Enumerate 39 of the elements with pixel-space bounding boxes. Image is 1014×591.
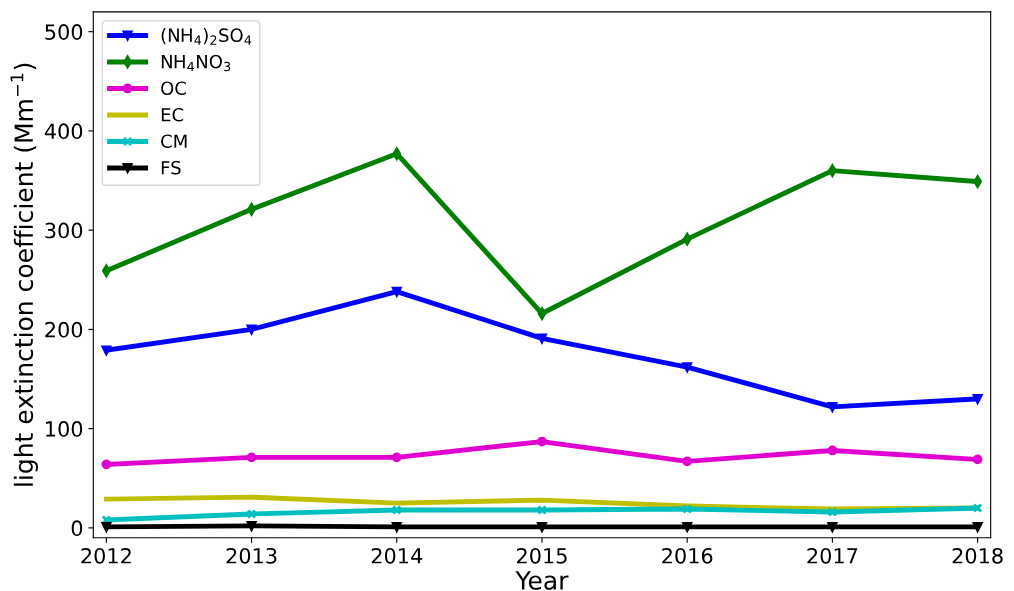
legend-label: CM	[161, 134, 187, 149]
x-tick-label: 2017	[807, 547, 858, 564]
y-tick-label: 500	[45, 24, 83, 40]
point	[682, 232, 692, 246]
point	[537, 436, 547, 447]
x-tick-label: 2014	[371, 547, 423, 564]
point	[391, 452, 402, 463]
point	[537, 505, 547, 515]
y-tick-label: 400	[44, 123, 83, 140]
point	[391, 505, 402, 515]
point	[972, 454, 983, 465]
point	[101, 345, 112, 356]
x-tick-label: 2016	[662, 547, 713, 564]
x-tick-label: 2015	[517, 547, 567, 564]
legend-label: FS	[161, 160, 181, 175]
point	[827, 445, 838, 456]
point	[537, 333, 547, 344]
legend-label: OC	[161, 81, 186, 96]
x-tick-label: 2013	[226, 547, 277, 564]
point	[246, 324, 257, 335]
y-tick-label: 200	[45, 321, 83, 338]
point	[682, 504, 693, 514]
x-tick-label: 2012	[81, 547, 131, 564]
legend-label: EC	[161, 107, 184, 122]
y-tick-label: 0	[71, 520, 83, 537]
y-tick-label: 100	[46, 421, 83, 437]
y-tick-label: 300	[45, 222, 83, 239]
point	[392, 147, 402, 161]
x-axis-title: Year	[515, 571, 569, 590]
point	[972, 503, 983, 513]
legend-label: NH$_{4}$NO$_{3}$	[161, 54, 231, 72]
point	[246, 452, 257, 463]
point	[246, 509, 257, 519]
point	[682, 456, 693, 467]
y-axis-title: light extinction coefficient (Mm$^{−1}$)	[10, 63, 39, 486]
point	[827, 507, 838, 517]
point	[101, 459, 112, 470]
x-tick-label: 2018	[952, 547, 1003, 564]
legend-label: (NH$_{4}$)$_{2}$SO$_{4}$	[161, 28, 252, 45]
